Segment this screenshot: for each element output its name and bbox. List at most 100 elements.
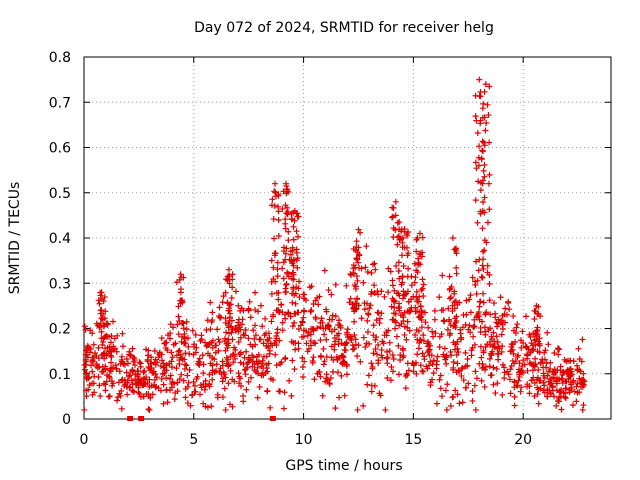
data-point [245, 378, 252, 385]
data-point [269, 313, 276, 320]
data-point [184, 400, 191, 407]
data-point [476, 360, 483, 367]
data-point [470, 323, 477, 330]
data-point [145, 364, 152, 371]
data-point [176, 360, 183, 367]
data-point [301, 295, 308, 302]
data-point [484, 341, 491, 348]
data-point [341, 347, 348, 354]
data-point [300, 333, 307, 340]
data-point [209, 309, 216, 316]
data-point [472, 113, 479, 120]
data-point [474, 129, 481, 136]
data-point [433, 400, 440, 407]
data-point [295, 233, 302, 240]
data-point [431, 316, 438, 323]
y-tick-label: 0.7 [49, 95, 71, 111]
data-point [396, 219, 403, 226]
data-point [312, 297, 319, 304]
data-point [436, 294, 443, 301]
data-point [207, 360, 214, 367]
data-point [400, 292, 407, 299]
data-point [341, 340, 348, 347]
data-point [484, 269, 491, 276]
data-point [158, 351, 165, 358]
data-point [106, 373, 113, 380]
data-point [421, 353, 428, 360]
data-point [180, 320, 187, 327]
data-point [191, 341, 198, 348]
data-point [510, 327, 517, 334]
data-point [310, 327, 317, 334]
data-point [494, 323, 501, 330]
data-point [168, 364, 175, 371]
data-point [490, 381, 497, 388]
data-point [459, 399, 466, 406]
data-point [474, 277, 481, 284]
data-point [472, 368, 479, 375]
data-point [481, 209, 488, 216]
data-point [132, 381, 139, 388]
data-point [575, 345, 582, 352]
data-point [411, 279, 418, 286]
data-point [288, 216, 295, 223]
data-point [188, 392, 195, 399]
data-point [486, 83, 493, 90]
data-point [390, 356, 397, 363]
data-point [492, 390, 499, 397]
data-point [389, 213, 396, 220]
data-point [141, 367, 148, 374]
data-point [108, 359, 115, 366]
data-point [268, 318, 275, 325]
data-point [363, 243, 370, 250]
data-point [295, 285, 302, 292]
data-point [321, 358, 328, 365]
data-point [398, 252, 405, 259]
data-point [271, 252, 278, 259]
data-point [146, 376, 153, 383]
data-point [116, 368, 123, 375]
data-point [405, 298, 412, 305]
data-point [96, 324, 103, 331]
data-point [462, 349, 469, 356]
data-point [443, 406, 450, 413]
data-point [81, 406, 88, 413]
data-point [361, 300, 368, 307]
data-point [563, 358, 570, 365]
data-point [311, 376, 318, 383]
data-point [390, 204, 397, 211]
data-point [147, 394, 154, 401]
data-point [127, 352, 134, 359]
data-point [273, 193, 280, 200]
data-point [468, 352, 475, 359]
data-point [253, 368, 260, 375]
data-point [227, 301, 234, 308]
data-point [290, 269, 297, 276]
data-point [450, 359, 457, 366]
data-point [460, 377, 467, 384]
data-point [444, 381, 451, 388]
data-point [295, 345, 302, 352]
data-point [545, 341, 552, 348]
data-point [158, 335, 165, 342]
data-point [520, 357, 527, 364]
data-point [264, 387, 271, 394]
data-point [136, 359, 143, 366]
data-point [401, 331, 408, 338]
data-point [441, 318, 448, 325]
data-point [270, 264, 277, 271]
data-point [391, 287, 398, 294]
data-point [452, 298, 459, 305]
data-point [283, 180, 290, 187]
data-point [157, 387, 164, 394]
data-point [551, 366, 558, 373]
data-point [535, 366, 542, 373]
data-point [480, 177, 487, 184]
data-point [372, 346, 379, 353]
data-point [386, 339, 393, 346]
data-point [454, 360, 461, 367]
data-point [126, 351, 133, 358]
data-point [579, 336, 586, 343]
data-point [432, 330, 439, 337]
